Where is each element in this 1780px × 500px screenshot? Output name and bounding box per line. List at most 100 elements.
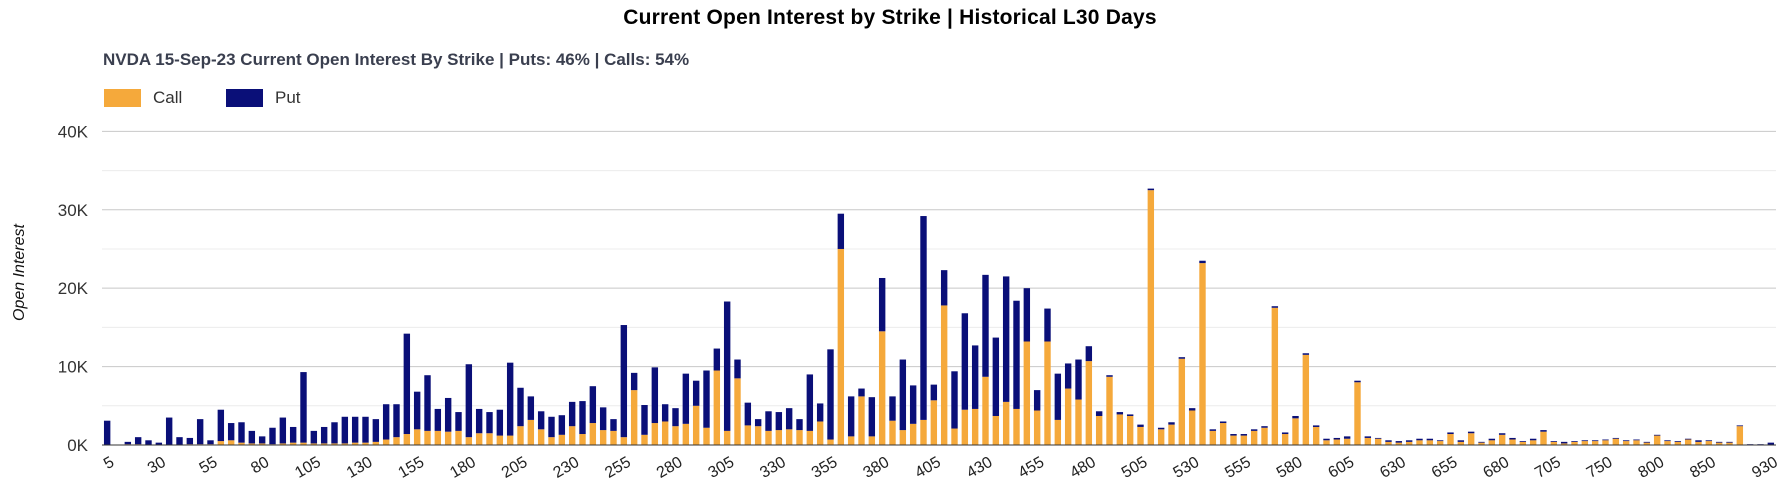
call-bar: [475, 433, 483, 445]
call-bar: [837, 248, 845, 445]
put-bar: [1219, 421, 1227, 424]
put-bar: [641, 405, 648, 435]
call-bar: [1457, 441, 1465, 445]
put-bar: [568, 401, 576, 427]
x-tick-label: 930: [1749, 454, 1780, 482]
put-bar: [806, 374, 814, 431]
x-tick-label: 455: [1016, 454, 1048, 482]
x-tick-label: 330: [757, 454, 789, 482]
x-tick-label: 5: [101, 454, 117, 473]
legend-put-label: Put: [275, 88, 301, 107]
put-bar: [1612, 437, 1620, 439]
put-bar: [124, 441, 132, 445]
put-bar: [424, 375, 431, 431]
put-bar: [1343, 436, 1351, 439]
call-bar: [1157, 429, 1165, 445]
x-tick-label: 380: [861, 454, 893, 482]
call-bar: [1695, 441, 1702, 445]
call-bar: [1168, 424, 1175, 445]
put-bar: [909, 385, 917, 424]
put-bar: [837, 213, 845, 249]
put-swatch-icon: [226, 89, 263, 107]
put-bar: [165, 417, 173, 445]
x-tick-label: 630: [1377, 454, 1409, 482]
put-bar: [1591, 440, 1599, 442]
put-bar: [1199, 260, 1206, 264]
call-bar: [1033, 410, 1041, 445]
put-bar: [1695, 440, 1702, 442]
put-bar: [1209, 429, 1217, 431]
put-bar: [971, 345, 979, 409]
call-bar: [1312, 426, 1320, 445]
x-tick-label: 530: [1171, 454, 1203, 482]
put-bar: [1643, 441, 1651, 443]
bar-series: [103, 188, 1775, 445]
put-bar: [434, 408, 442, 431]
x-tick-label: 680: [1481, 454, 1513, 482]
put-bar: [961, 313, 969, 410]
put-bar: [1571, 441, 1578, 442]
put-bar: [527, 396, 535, 420]
chart-title: Current Open Interest by Strike | Histor…: [623, 6, 1157, 29]
call-bar: [486, 433, 493, 445]
put-bar: [217, 409, 225, 442]
put-bar: [145, 440, 152, 445]
put-bar: [1405, 440, 1413, 442]
put-bar: [1302, 353, 1310, 355]
y-tick-label: 40K: [58, 122, 89, 141]
call-bar: [1064, 388, 1072, 445]
x-tick-label: 505: [1119, 454, 1151, 482]
call-bar: [1622, 441, 1630, 445]
put-bar: [362, 416, 369, 443]
call-bar: [1323, 440, 1330, 445]
y-tick-label: 10K: [58, 358, 89, 377]
call-bar: [289, 442, 297, 445]
call-bar: [610, 430, 617, 445]
call-bar: [279, 443, 287, 445]
call-bar: [382, 439, 390, 445]
put-bar: [1178, 357, 1186, 359]
put-bar: [393, 404, 400, 438]
put-bar: [1106, 375, 1113, 377]
put-bar: [331, 422, 338, 444]
put-bar: [1168, 422, 1175, 425]
put-bar: [496, 409, 504, 436]
call-bar: [1498, 434, 1506, 445]
call-bar: [589, 423, 597, 445]
call-bar: [920, 419, 927, 445]
call-bar: [1467, 433, 1475, 445]
legend-item-call[interactable]: Call: [104, 88, 182, 108]
call-bar: [1085, 361, 1093, 445]
call-bar: [1715, 442, 1723, 445]
call-swatch-icon: [104, 89, 141, 107]
put-bar: [1653, 434, 1661, 436]
legend-item-put[interactable]: Put: [226, 88, 301, 108]
call-bar: [1571, 441, 1578, 445]
put-bar: [517, 387, 524, 427]
call-bar: [1684, 439, 1692, 445]
put-bar: [310, 430, 318, 444]
put-bar: [1261, 426, 1268, 428]
put-bar: [1767, 442, 1775, 445]
put-bar: [1064, 363, 1072, 389]
put-bar: [951, 371, 958, 429]
put-bar: [599, 407, 607, 431]
put-bar: [620, 325, 628, 438]
call-bar: [1602, 440, 1609, 445]
put-bar: [248, 430, 256, 444]
put-bar: [1188, 408, 1196, 411]
x-tick-label: 850: [1687, 454, 1719, 482]
call-bar: [331, 443, 338, 445]
call-bar: [1560, 443, 1568, 445]
call-bar: [1250, 430, 1258, 445]
put-bar: [351, 416, 359, 443]
call-bar: [362, 442, 369, 445]
put-bar: [692, 380, 700, 406]
put-bar: [1385, 440, 1392, 442]
put-bar: [1447, 432, 1454, 435]
call-bar: [630, 390, 638, 445]
call-bar: [847, 436, 855, 445]
call-bar: [537, 429, 545, 445]
call-bar: [258, 443, 266, 445]
put-bar: [847, 396, 855, 437]
